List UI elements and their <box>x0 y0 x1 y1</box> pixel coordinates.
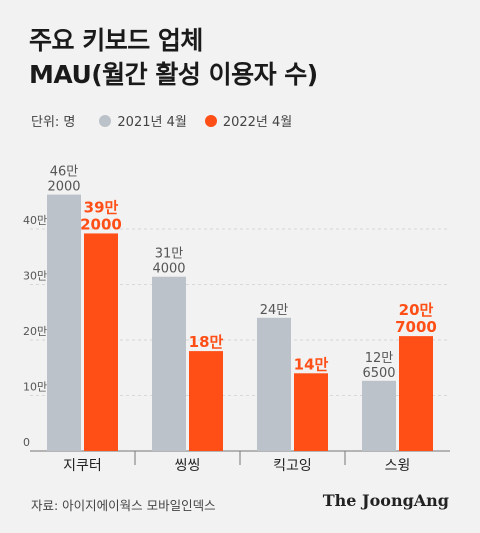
legend: 단위: 명 2021년 4월 2022년 4월 <box>31 111 310 130</box>
bar-2022 <box>189 351 223 451</box>
brand-logo: The JoongAng <box>322 491 449 510</box>
bar-2021 <box>152 276 186 451</box>
bar-2022 <box>399 336 433 451</box>
y-tick-label: 30만 <box>23 270 47 283</box>
data-label: 20만 <box>399 301 434 319</box>
bar-2022 <box>294 373 328 451</box>
legend-dot-2021 <box>99 114 112 127</box>
data-label: 7000 <box>395 318 437 336</box>
chart-title-line-1: 주요 키보드 업체 <box>29 26 203 55</box>
x-category-label: 스윙 <box>385 458 411 474</box>
legend-item-2022: 2022년 4월 <box>204 111 293 130</box>
y-tick-label: 0 <box>23 436 30 449</box>
y-tick-label: 20만 <box>23 325 47 338</box>
bar-2021 <box>47 194 81 451</box>
data-label: 31만 <box>155 247 184 262</box>
data-label: 2000 <box>80 215 122 233</box>
x-category-label: 지쿠터 <box>63 458 102 474</box>
data-label: 46만 <box>50 165 79 180</box>
data-label: 12만 <box>365 351 394 366</box>
bar-2021 <box>257 317 291 451</box>
legend-label-2021: 2021년 4월 <box>117 115 187 130</box>
legend-item-2021: 2021년 4월 <box>99 111 187 130</box>
data-label: 14만 <box>294 355 329 373</box>
source-note: 자료: 아이지에이웍스 모바일인덱스 <box>31 498 216 513</box>
data-label: 2000 <box>47 180 80 195</box>
y-tick-label: 10만 <box>23 381 47 394</box>
chart-title-line-2: MAU(월간 활성 이용자 수) <box>29 60 318 89</box>
data-label: 18만 <box>189 333 224 351</box>
y-tick-label: 40만 <box>23 214 47 227</box>
x-category-label: 킥고잉 <box>273 458 312 474</box>
data-label: 6500 <box>362 366 395 381</box>
data-label: 24만 <box>260 303 289 318</box>
legend-label-2022: 2022년 4월 <box>222 115 293 130</box>
x-category-label: 씽씽 <box>175 458 201 474</box>
bar-2021 <box>362 380 396 451</box>
legend-dot-2022 <box>204 114 217 127</box>
data-label: 39만 <box>84 198 119 216</box>
data-label: 4000 <box>152 262 185 277</box>
unit-label: 단위: 명 <box>31 115 76 130</box>
chart-title: 주요 키보드 업체 MAU(월간 활성 이용자 수) <box>29 24 318 92</box>
bar-2022 <box>84 233 118 451</box>
